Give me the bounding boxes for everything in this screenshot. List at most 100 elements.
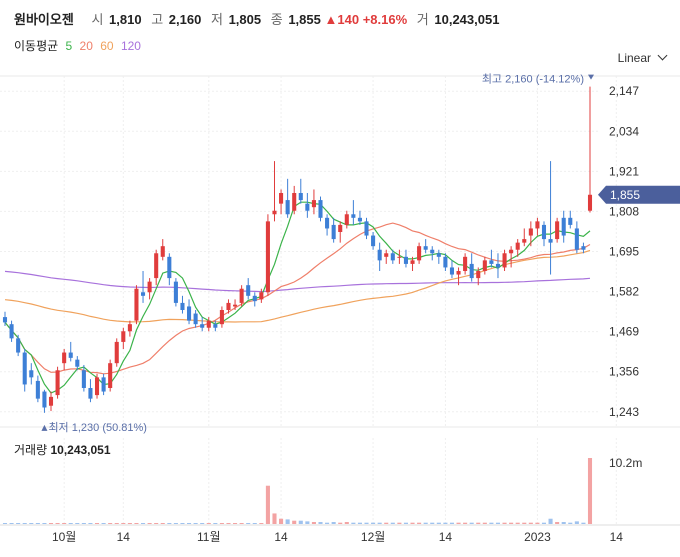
candle	[318, 196, 323, 222]
y-tick-label: 1,808	[609, 204, 639, 218]
candle	[29, 363, 34, 385]
candle	[167, 253, 172, 286]
volume-bar	[9, 523, 14, 524]
candle	[193, 310, 198, 328]
volume-bar	[167, 523, 172, 524]
volume-bar	[101, 523, 106, 524]
volume-bar	[16, 523, 21, 524]
y-tick-label: 1,469	[609, 325, 639, 339]
high-value: 2,160	[168, 12, 202, 27]
volume-panel-value: 10,243,051	[50, 443, 111, 457]
x-tick-label: 14	[274, 530, 288, 544]
candle	[495, 253, 501, 279]
volume-bar	[200, 523, 205, 524]
low-value: 1,805	[228, 12, 262, 27]
x-tick-label: 14	[439, 530, 453, 544]
candle	[121, 327, 126, 349]
candle	[114, 338, 119, 367]
volume-bar	[298, 520, 303, 524]
scale-selector[interactable]: Linear	[617, 50, 668, 65]
candle	[568, 210, 573, 229]
candle	[509, 246, 514, 268]
volume-bar	[272, 513, 277, 524]
x-tick-label: 14	[610, 530, 624, 544]
volume-bar	[173, 523, 178, 524]
volume-bar	[403, 522, 408, 524]
volume-bar	[108, 523, 113, 524]
candle	[351, 200, 356, 225]
volume-bar	[154, 523, 159, 524]
volume-bar	[35, 523, 40, 524]
candle	[371, 232, 376, 250]
ma-legend-label: 이동평균	[14, 39, 59, 53]
volume-bar	[75, 523, 80, 524]
candle	[311, 189, 316, 215]
candle	[390, 249, 395, 264]
volume-bar	[48, 523, 54, 524]
volume-bar	[581, 522, 586, 524]
volume-bar	[338, 522, 343, 524]
candle	[574, 221, 579, 254]
candle	[476, 267, 481, 286]
candle	[48, 391, 54, 412]
volume-bar	[436, 522, 441, 524]
stock-header: 원바이오젠 시 1,810 고 2,160 저 1,805 종 1,855 ▲1…	[14, 9, 499, 28]
candle	[331, 217, 336, 243]
change-pct: +8.16%	[362, 12, 408, 27]
candle	[259, 288, 264, 303]
open-label: 시	[91, 12, 104, 27]
candle	[528, 221, 533, 247]
candle	[305, 193, 310, 218]
volume-bar	[219, 523, 224, 524]
y-tick-label: 2,034	[609, 124, 639, 138]
y-tick-label: 1,356	[609, 365, 639, 379]
scale-selector-label: Linear	[617, 51, 651, 65]
y-tick-label: 1,243	[609, 405, 639, 419]
candle	[548, 161, 553, 275]
ma20-legend: 20	[79, 39, 93, 53]
low-annotation: 최저 1,230 (50.81%)	[48, 421, 147, 434]
candle	[9, 320, 14, 342]
y-tick-label: 2,147	[609, 84, 639, 98]
volume-bar	[160, 523, 165, 524]
candle	[325, 214, 330, 236]
x-tick-label: 12월	[361, 530, 385, 544]
y-axis: 2,147 2,034 1,921 1,808 1,695 1,582 1,469 1,356…	[609, 84, 639, 419]
high-marker-icon	[588, 74, 594, 80]
ma60-legend: 60	[100, 39, 114, 53]
volume-bar	[285, 519, 290, 524]
volume-bar	[331, 522, 336, 524]
volume-bar	[259, 523, 264, 524]
close-value: 1,855	[288, 12, 321, 27]
volume-bar	[515, 522, 520, 524]
volume-bar	[482, 522, 487, 524]
candles	[2, 86, 593, 413]
ma5-line	[4, 201, 591, 394]
volume-panel-label: 거래량	[14, 443, 48, 457]
candle	[482, 256, 487, 275]
candle	[134, 285, 139, 325]
candle	[140, 271, 146, 303]
candle	[35, 375, 40, 403]
volume-bar	[305, 521, 310, 524]
candle	[272, 161, 277, 222]
volume-bar	[2, 523, 8, 524]
candle	[81, 364, 86, 392]
volume-bar	[62, 523, 67, 524]
volume-bar	[351, 522, 356, 524]
candle	[403, 249, 408, 268]
candle	[502, 249, 507, 271]
volume-bar	[522, 522, 527, 524]
volume-bar	[423, 522, 428, 524]
ma-legend: 이동평균 5 20 60 120	[14, 37, 145, 54]
candle	[292, 185, 297, 215]
volume-bar	[430, 522, 435, 524]
volume-bar	[121, 523, 126, 524]
candle	[173, 278, 178, 307]
candle	[555, 217, 560, 243]
volume-bar	[246, 523, 251, 524]
candle	[239, 285, 244, 307]
volume-bar	[417, 522, 422, 524]
candle	[55, 366, 60, 399]
